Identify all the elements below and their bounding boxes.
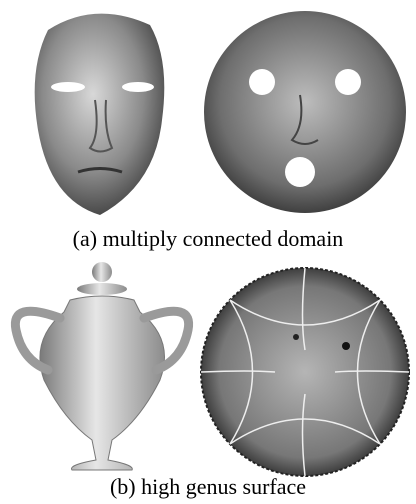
figure: (a) multiply connected domain (b) high g… — [0, 0, 416, 504]
hyperbolic-disk — [201, 268, 409, 476]
page: (a) multiply connected domain (b) high g… — [0, 0, 416, 504]
disk-parameterization — [204, 11, 406, 213]
caption: (a) multiply connected domain — [73, 226, 344, 251]
caption: (b) high genus surface — [110, 474, 306, 499]
face-surface — [35, 14, 165, 215]
vase-surface — [15, 262, 188, 470]
